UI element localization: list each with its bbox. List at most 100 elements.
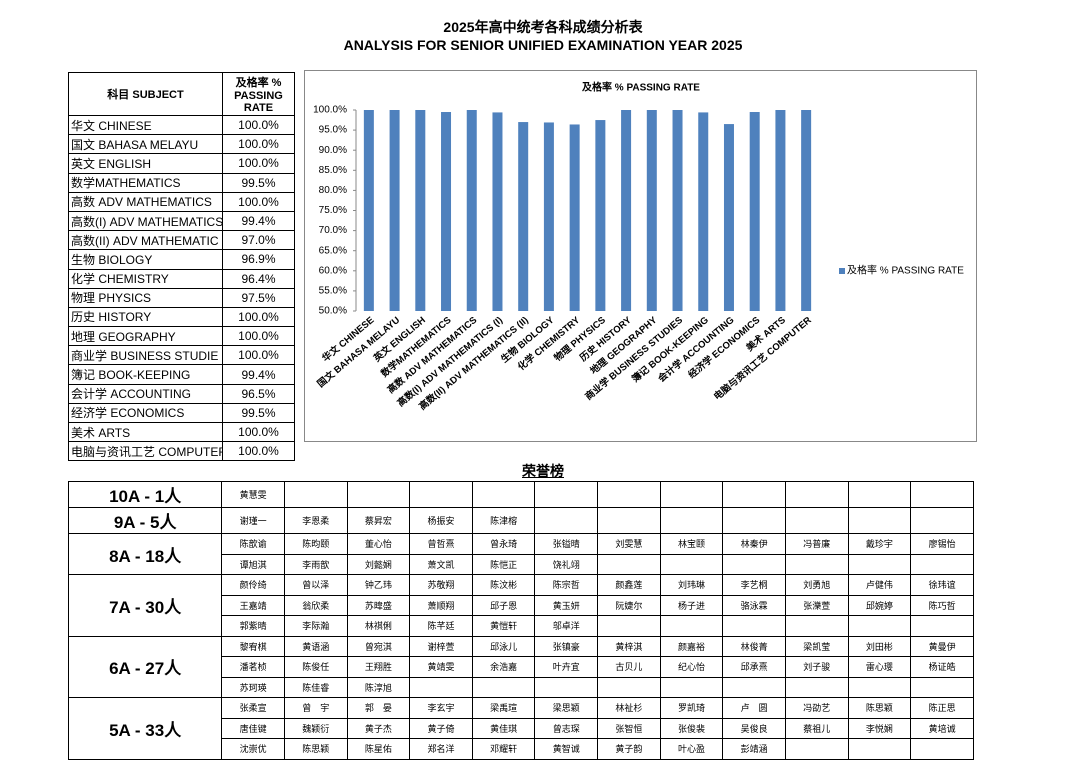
student-name: 邱承熹 [722, 656, 786, 678]
subject-cell: 经济学 ECONOMICS [68, 402, 223, 424]
student-name: 张镒晴 [534, 533, 599, 555]
student-name: 谭旭淇 [221, 553, 285, 575]
header-line: PASSING RATE [234, 90, 283, 114]
bar [543, 122, 554, 311]
student-name: 苏暐盛 [346, 594, 411, 616]
table-row: 簿记 BOOK-KEEPING 99.4% [68, 364, 295, 385]
empty-cell [847, 481, 912, 508]
y-tick-label: 95.0% [319, 125, 347, 136]
student-name: 郭 晏 [346, 697, 411, 719]
student-name: 张镇豪 [534, 635, 599, 657]
student-name: 陈歆谕 [221, 533, 285, 555]
honor-row: 沈崇优 陈思颖 陈星佑 郑名洋 邓耀轩 黄智诚 黄子韵 叶心盈 彭靖涵 [69, 738, 974, 760]
student-name: 苏珂瑛 [221, 676, 285, 698]
empty-cell [847, 553, 912, 575]
bar [492, 112, 503, 311]
legend-swatch [839, 268, 845, 274]
empty-cell [910, 676, 974, 698]
empty-cell [847, 615, 912, 637]
empty-cell [659, 507, 724, 534]
table-row: 高数 ADV MATHEMATICS 100.0% [68, 191, 295, 212]
table-row: 历史 HISTORY 100.0% [68, 306, 295, 328]
legend-label: 及格率 % PASSING RATE [847, 264, 964, 277]
rate-cell: 99.4% [222, 364, 295, 385]
rate-cell: 97.5% [222, 287, 295, 308]
student-name: 黎宥棋 [221, 635, 285, 657]
rate-cell: 99.5% [222, 172, 295, 193]
student-name: 魏颖衍 [283, 717, 348, 739]
student-name: 吴俊良 [722, 717, 786, 739]
honor-row: 8A - 18人 陈歆谕 陈昀颐 董心怡 曾哲熹 曾永琦 张镒晴 刘雯慧 林宝颐 林秦伊 冯普廉 戴珍… [67, 533, 974, 575]
table-row: 华文 CHINESE 100.0% [68, 114, 295, 136]
table-row: 高数(II) ADV MATHEMATIC 97.0% [68, 230, 295, 251]
student-name: 杨振安 [409, 507, 473, 534]
honor-row: 9A - 5人 谢瑾一 李恩柔 蔡昇宏 杨振安 陈津榕 [67, 507, 974, 534]
rate-cell: 96.9% [222, 249, 295, 270]
empty-cell [910, 553, 974, 575]
empty-cell [597, 507, 661, 534]
subject-cell: 物理 PHYSICS [68, 287, 223, 308]
student-name: 谢梓萱 [409, 635, 473, 657]
student-name: 卢 圆 [722, 697, 786, 719]
honor-title: 荣誉榜 [522, 463, 564, 479]
student-name: 曾永琦 [471, 533, 536, 555]
table-row: 会计学 ACCOUNTING 96.5% [68, 383, 295, 404]
student-name: 黄子杰 [346, 717, 411, 739]
empty-cell [784, 738, 849, 760]
student-name: 陈芊廷 [409, 615, 473, 637]
empty-cell [534, 507, 599, 534]
student-name: 徐玮谊 [910, 574, 974, 596]
student-name: 陈淳旭 [346, 676, 411, 698]
student-name: 张俊裴 [659, 717, 724, 739]
empty-cell [659, 615, 724, 637]
student-name: 纪心怡 [659, 656, 724, 678]
student-name: 钟乙玮 [346, 574, 411, 596]
student-name: 陈星佑 [346, 738, 411, 760]
student-name: 黄语涵 [283, 635, 348, 657]
student-name: 陈宗哲 [534, 574, 599, 596]
student-name: 林俊菁 [722, 635, 786, 657]
subject-cell: 簿记 BOOK-KEEPING [68, 364, 223, 385]
y-tick-label: 90.0% [319, 145, 347, 156]
y-tick-label: 75.0% [319, 205, 347, 216]
empty-cell [597, 676, 661, 698]
student-name: 叶卉宜 [534, 656, 599, 678]
student-name: 颜嘉裕 [659, 635, 724, 657]
y-tick-label: 60.0% [319, 265, 347, 276]
student-name: 黄靖雯 [409, 656, 473, 678]
subject-cell: 生物 BIOLOGY [68, 249, 223, 270]
student-name: 李雨歆 [283, 553, 348, 575]
student-name: 饶礼翊 [534, 553, 599, 575]
table-row: 高数(I) ADV MATHEMATICS 99.4% [68, 210, 295, 232]
subject-cell: 历史 HISTORY [68, 306, 223, 328]
student-name: 陈思颖 [847, 697, 912, 719]
empty-cell [910, 738, 974, 760]
student-name: 郑名洋 [409, 738, 473, 760]
bar [698, 112, 709, 311]
student-name: 曾志琛 [534, 717, 599, 739]
chart: 及格率 % PASSING RATE 50.0% 55.0% 60.0% 65.0% 7… [304, 70, 977, 442]
student-name: 陈佳睿 [283, 676, 348, 698]
student-name: 刘田彬 [847, 635, 912, 657]
student-name: 王嘉靖 [221, 594, 285, 616]
student-name: 刘懿娴 [346, 553, 411, 575]
student-name: 叶心盈 [659, 738, 724, 760]
student-name: 刘子骏 [784, 656, 849, 678]
subject-cell: 英文 ENGLISH [68, 153, 223, 174]
table-row: 国文 BAHASA MELAYU 100.0% [68, 134, 295, 155]
bar [415, 110, 426, 311]
student-name: 黄培诚 [910, 717, 974, 739]
subject-table: 科目 SUBJECT 及格率 % PASSING RATE 华文 CHINESE 10… [68, 72, 295, 462]
table-row: 商业学 BUSINESS STUDIE 100.0% [68, 345, 295, 366]
student-name: 黄子韵 [597, 738, 661, 760]
table-row: 经济学 ECONOMICS 99.5% [68, 402, 295, 424]
student-name: 李玄宇 [409, 697, 473, 719]
student-name: 卢健伟 [847, 574, 912, 596]
student-name: 廖锡怡 [910, 533, 974, 555]
student-name: 沈崇优 [221, 738, 285, 760]
rate-cell: 96.4% [222, 268, 295, 289]
student-name: 林秦伊 [722, 533, 786, 555]
grade-label: 5A - 33人 [67, 697, 223, 760]
subject-cell: 高数(II) ADV MATHEMATIC [68, 230, 223, 251]
